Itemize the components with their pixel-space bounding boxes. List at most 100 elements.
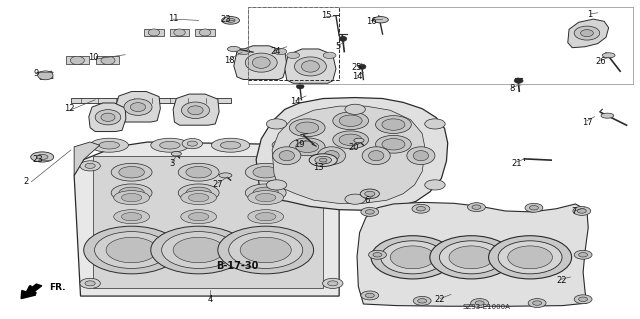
Ellipse shape <box>173 29 185 36</box>
Ellipse shape <box>151 226 246 274</box>
Ellipse shape <box>220 141 241 149</box>
Ellipse shape <box>252 57 270 68</box>
Ellipse shape <box>99 141 120 149</box>
Ellipse shape <box>266 180 287 190</box>
Ellipse shape <box>101 56 115 64</box>
Text: 2: 2 <box>24 177 29 186</box>
Ellipse shape <box>148 29 160 36</box>
Text: 23: 23 <box>33 155 43 164</box>
Ellipse shape <box>323 52 336 58</box>
Polygon shape <box>116 92 161 122</box>
Ellipse shape <box>365 191 375 196</box>
Ellipse shape <box>38 71 53 80</box>
Text: 4: 4 <box>207 295 212 304</box>
Text: 11: 11 <box>168 14 179 23</box>
Ellipse shape <box>289 138 325 156</box>
Ellipse shape <box>339 134 362 145</box>
Ellipse shape <box>218 226 314 274</box>
Ellipse shape <box>172 152 181 156</box>
Ellipse shape <box>248 210 284 224</box>
Ellipse shape <box>186 187 211 198</box>
Ellipse shape <box>358 64 366 69</box>
Text: 5: 5 <box>335 42 340 51</box>
Ellipse shape <box>577 209 586 213</box>
Ellipse shape <box>283 141 293 146</box>
Ellipse shape <box>255 212 276 221</box>
Ellipse shape <box>373 253 382 257</box>
Ellipse shape <box>315 156 332 164</box>
Text: 22: 22 <box>435 295 445 304</box>
Ellipse shape <box>498 241 562 274</box>
Ellipse shape <box>361 291 379 300</box>
Ellipse shape <box>186 167 211 178</box>
Ellipse shape <box>382 119 405 130</box>
Ellipse shape <box>514 78 523 83</box>
Text: 21: 21 <box>511 159 522 168</box>
Text: 16: 16 <box>366 17 376 26</box>
Ellipse shape <box>324 151 339 161</box>
Ellipse shape <box>371 236 454 279</box>
Polygon shape <box>234 46 287 79</box>
Text: 26: 26 <box>596 57 606 66</box>
Ellipse shape <box>106 237 157 263</box>
Ellipse shape <box>328 281 338 286</box>
Text: 17: 17 <box>582 117 592 127</box>
Ellipse shape <box>430 236 513 279</box>
Ellipse shape <box>339 36 347 41</box>
Ellipse shape <box>245 53 277 72</box>
Ellipse shape <box>199 29 211 36</box>
Polygon shape <box>38 71 53 79</box>
Ellipse shape <box>417 206 426 211</box>
Polygon shape <box>97 56 120 64</box>
Ellipse shape <box>178 163 219 181</box>
Ellipse shape <box>528 299 546 308</box>
Ellipse shape <box>187 141 197 146</box>
Ellipse shape <box>354 138 364 143</box>
Ellipse shape <box>219 173 232 178</box>
Ellipse shape <box>119 167 145 178</box>
Ellipse shape <box>440 241 503 274</box>
Ellipse shape <box>301 61 319 72</box>
Ellipse shape <box>90 138 129 152</box>
Text: 20: 20 <box>348 143 358 152</box>
Ellipse shape <box>413 151 429 161</box>
Ellipse shape <box>281 141 301 149</box>
Ellipse shape <box>296 84 304 89</box>
Polygon shape <box>170 29 189 36</box>
Ellipse shape <box>317 147 346 165</box>
Ellipse shape <box>574 26 600 40</box>
Ellipse shape <box>289 119 325 137</box>
Ellipse shape <box>345 194 365 204</box>
Ellipse shape <box>365 293 374 298</box>
Text: 14: 14 <box>352 72 362 81</box>
Ellipse shape <box>228 232 303 269</box>
Ellipse shape <box>131 103 146 112</box>
Ellipse shape <box>470 299 488 308</box>
Ellipse shape <box>36 154 48 160</box>
Ellipse shape <box>274 48 287 55</box>
Ellipse shape <box>111 163 152 181</box>
Ellipse shape <box>188 212 209 221</box>
Ellipse shape <box>266 119 287 129</box>
Ellipse shape <box>31 152 54 162</box>
Ellipse shape <box>360 189 380 198</box>
Ellipse shape <box>240 237 291 263</box>
Polygon shape <box>256 98 448 210</box>
Ellipse shape <box>508 246 552 269</box>
Text: 23: 23 <box>221 15 232 24</box>
Text: 7: 7 <box>572 207 577 216</box>
Ellipse shape <box>245 184 286 202</box>
Ellipse shape <box>122 212 142 221</box>
Ellipse shape <box>376 135 412 153</box>
Ellipse shape <box>211 138 250 152</box>
FancyArrow shape <box>21 284 42 299</box>
Text: 12: 12 <box>65 104 75 113</box>
Ellipse shape <box>529 205 538 210</box>
Ellipse shape <box>248 191 284 204</box>
Ellipse shape <box>124 99 152 115</box>
Ellipse shape <box>272 138 310 152</box>
Ellipse shape <box>188 106 203 115</box>
Text: 6: 6 <box>364 196 369 205</box>
Polygon shape <box>272 106 426 203</box>
Ellipse shape <box>114 191 150 204</box>
